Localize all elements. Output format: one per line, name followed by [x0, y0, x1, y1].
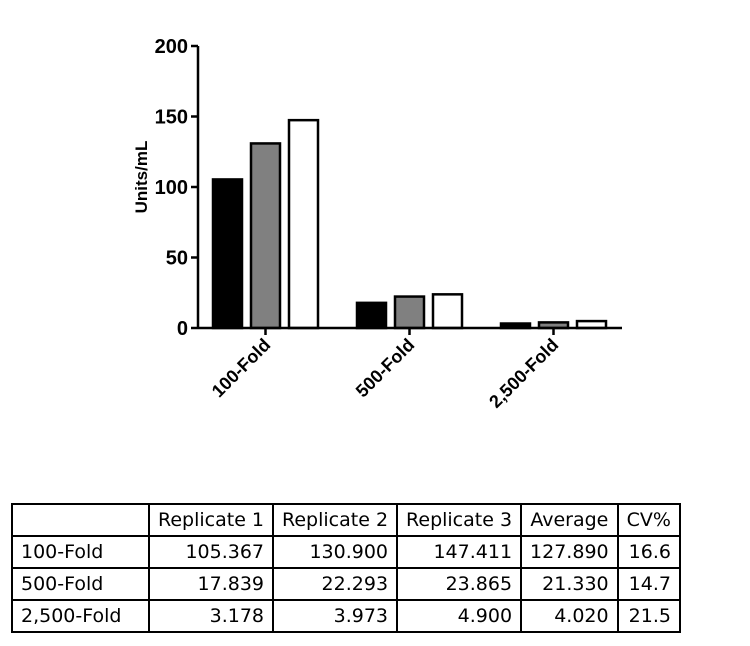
y-axis: 0 50 100 150 200 [155, 36, 200, 340]
table-row: 2,500-Fold 3.178 3.973 4.900 4.020 21.5 [11, 599, 681, 633]
replicate-3-cell: 147.411 [396, 535, 523, 569]
bar-100-fold-series-1 [211, 178, 244, 330]
replicate-2-cell: 130.900 [272, 535, 399, 569]
bar-500-fold-series-1 [355, 301, 388, 330]
cv-cell: 21.5 [616, 599, 681, 633]
replicates-table: Replicate 1 Replicate 2 Replicate 3 Aver… [11, 503, 681, 633]
x-axis: 100-Fold 500-Fold 2,500-Fold [198, 326, 622, 412]
replicate-1-cell: 105.367 [147, 535, 275, 569]
table-row: 100-Fold 105.367 130.900 147.411 127.890… [11, 535, 681, 569]
y-tick-label: 50 [166, 248, 188, 270]
replicate-3-cell: 23.865 [396, 567, 523, 601]
x-category-label: 100-Fold [208, 335, 274, 401]
x-category-label: 2,500-Fold [485, 335, 562, 412]
row-label-cell: 500-Fold [11, 567, 150, 601]
header-cell-replicate-3: Replicate 3 [396, 503, 523, 537]
bar-500-fold-series-2 [393, 295, 426, 330]
replicate-1-cell: 3.178 [147, 599, 275, 633]
y-tick-label: 0 [177, 318, 188, 340]
bar-100-fold-series-3 [287, 118, 320, 330]
x-category-label: 500-Fold [352, 335, 418, 401]
header-cell-average: Average [520, 503, 619, 537]
header-cell-replicate-2: Replicate 2 [272, 503, 399, 537]
replicate-2-cell: 22.293 [272, 567, 399, 601]
row-label-cell: 100-Fold [11, 535, 150, 569]
header-cell-blank [11, 503, 150, 537]
y-tick-label: 200 [155, 36, 188, 58]
replicate-2-cell: 3.973 [272, 599, 399, 633]
bar-chart: Units/mL 0 50 100 150 200 100-Fold 500-Fold 2,… [132, 36, 622, 412]
header-cell-replicate-1: Replicate 1 [147, 503, 275, 537]
cv-cell: 14.7 [616, 567, 681, 601]
average-cell: 21.330 [520, 567, 619, 601]
average-cell: 127.890 [520, 535, 619, 569]
replicate-1-cell: 17.839 [147, 567, 275, 601]
header-cell-cv: CV% [616, 503, 681, 537]
replicate-3-cell: 4.900 [396, 599, 523, 633]
average-cell: 4.020 [520, 599, 619, 633]
bars-group [211, 118, 608, 330]
y-tick-label: 100 [155, 177, 188, 199]
y-axis-title: Units/mL [132, 141, 151, 214]
bar-500-fold-series-3 [431, 293, 464, 330]
table-header-row: Replicate 1 Replicate 2 Replicate 3 Aver… [11, 503, 681, 537]
bar-100-fold-series-2 [249, 142, 282, 330]
row-label-cell: 2,500-Fold [11, 599, 150, 633]
cv-cell: 16.6 [616, 535, 681, 569]
table-row: 500-Fold 17.839 22.293 23.865 21.330 14.… [11, 567, 681, 601]
y-tick-label: 150 [155, 107, 188, 129]
